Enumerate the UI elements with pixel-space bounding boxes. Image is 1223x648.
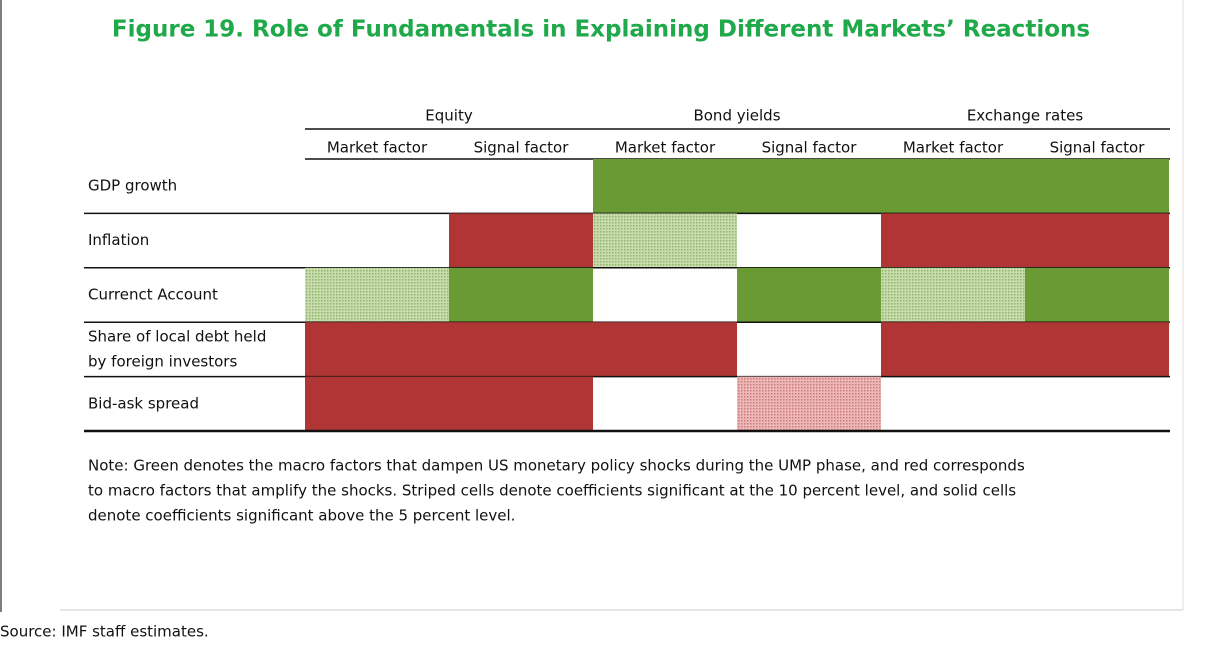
cell — [305, 322, 449, 377]
subcolumn-header: Market factor — [327, 139, 428, 157]
cell — [305, 376, 449, 431]
note: denote coefficients significant above th… — [88, 507, 515, 525]
cell — [1025, 213, 1169, 268]
cell — [449, 322, 593, 377]
cell — [1025, 159, 1169, 214]
note: to macro factors that amplify the shocks… — [88, 482, 1016, 500]
subcolumn-header: Signal factor — [474, 139, 570, 157]
group-header: Exchange rates — [967, 107, 1084, 125]
row-label: Inflation — [88, 231, 149, 249]
cell — [881, 213, 1025, 268]
row-label: Currenct Account — [88, 286, 218, 304]
cell — [737, 267, 881, 323]
table: Equity Bond yields Exchange rates Market fa… — [84, 107, 1170, 525]
cell — [881, 267, 1025, 323]
group-header: Equity — [425, 107, 473, 125]
cell — [881, 159, 1025, 214]
subcolumn-header: Signal factor — [762, 139, 858, 157]
cell — [449, 267, 593, 323]
row-label: GDP growth — [88, 177, 177, 195]
row-label: by foreign investors — [88, 352, 237, 370]
cell — [449, 376, 593, 431]
cell — [737, 376, 881, 431]
group-header: Bond yields — [693, 107, 780, 125]
cell — [593, 213, 737, 268]
subcolumn-header: Market factor — [903, 139, 1004, 157]
cell — [305, 267, 449, 323]
subcolumn-header: Signal factor — [1050, 139, 1146, 157]
source: Source: IMF staff estimates. — [0, 623, 209, 641]
cell — [593, 322, 737, 377]
row-label: Share of local debt held — [88, 327, 266, 345]
cell — [1025, 322, 1169, 377]
cell — [449, 213, 593, 268]
row-label: Bid-ask spread — [88, 394, 199, 412]
cell — [1025, 267, 1169, 323]
cell — [737, 159, 881, 214]
cell — [593, 159, 737, 214]
cell — [881, 322, 1025, 377]
subcolumn-header: Market factor — [615, 139, 716, 157]
note: Note: Green denotes the macro factors th… — [88, 457, 1025, 475]
title: Figure 19. Role of Fundamentals in Expla… — [112, 17, 1090, 43]
